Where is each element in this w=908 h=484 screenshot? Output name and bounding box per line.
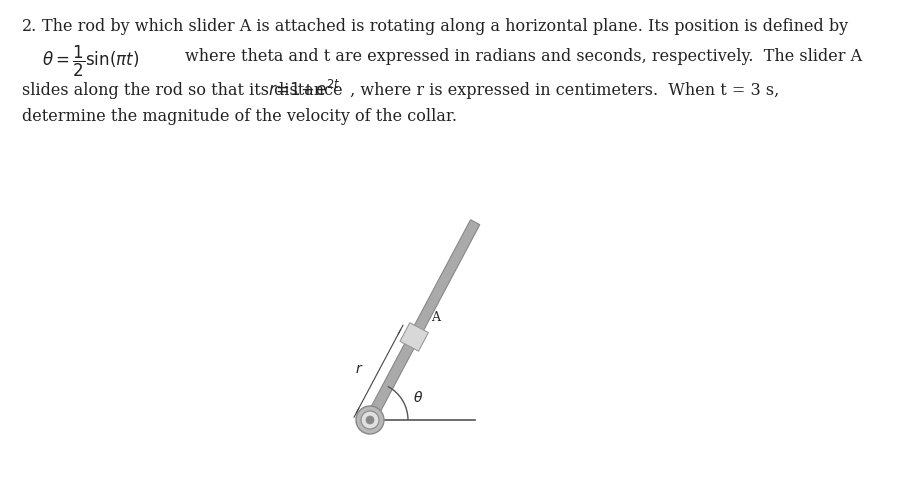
Circle shape	[356, 406, 384, 434]
Polygon shape	[400, 323, 429, 351]
Text: $\theta$: $\theta$	[413, 390, 424, 405]
Text: where theta and t are expressed in radians and seconds, respectively.  The slide: where theta and t are expressed in radia…	[185, 48, 862, 65]
Text: , where r is expressed in centimeters.  When t = 3 s,: , where r is expressed in centimeters. W…	[345, 82, 779, 99]
Text: $r$: $r$	[355, 362, 363, 376]
Polygon shape	[360, 220, 479, 434]
Circle shape	[361, 411, 379, 429]
Text: slides along the rod so that its distance: slides along the rod so that its distanc…	[22, 82, 353, 99]
Text: determine the magnitude of the velocity of the collar.: determine the magnitude of the velocity …	[22, 108, 457, 125]
Text: A: A	[431, 311, 440, 324]
Text: $r\!=\!1\!+\!e^{2t}$: $r\!=\!1\!+\!e^{2t}$	[268, 80, 340, 100]
Text: The rod by which slider A is attached is rotating along a horizontal plane. Its : The rod by which slider A is attached is…	[42, 18, 848, 35]
Circle shape	[366, 416, 374, 424]
Text: 2.: 2.	[22, 18, 37, 35]
Text: $\theta=\dfrac{1}{2}\sin\!\left(\pi t\right)$: $\theta=\dfrac{1}{2}\sin\!\left(\pi t\ri…	[42, 44, 139, 79]
